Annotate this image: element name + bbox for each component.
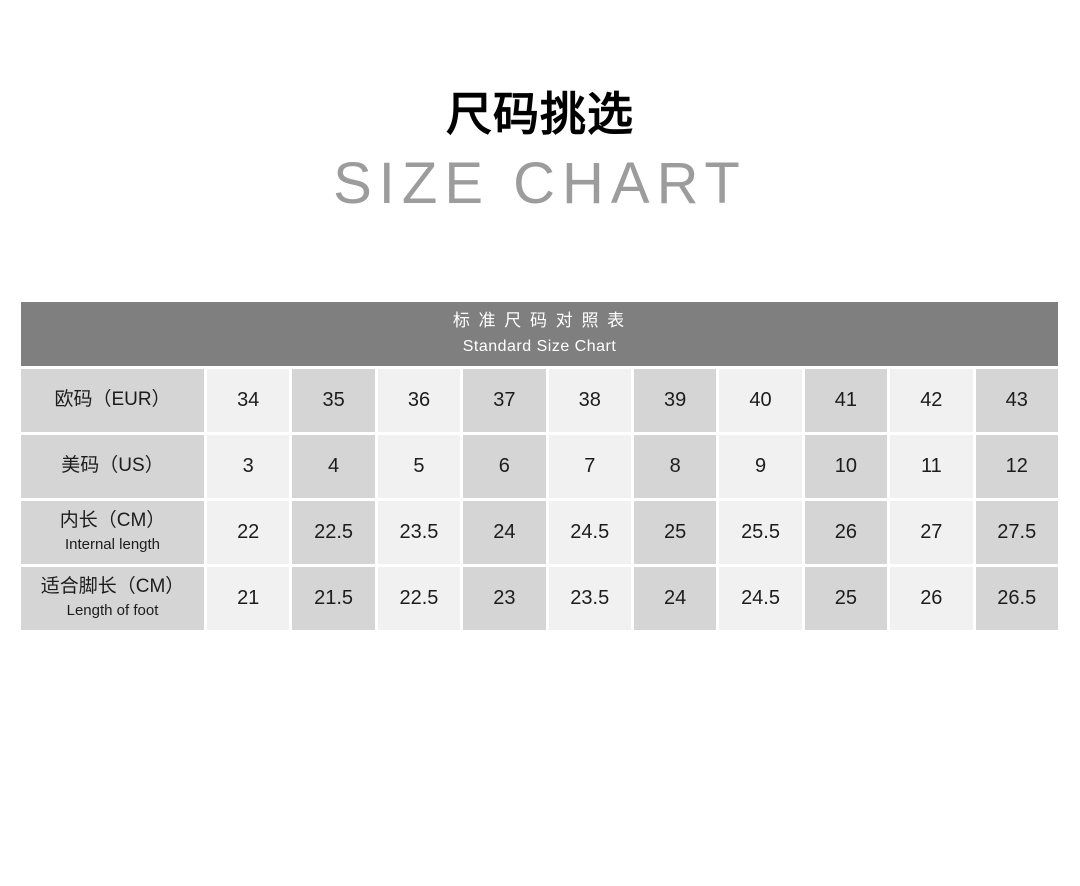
size-cell: 25.5	[719, 500, 802, 564]
size-cell: 4	[292, 434, 375, 498]
row-label-en: Length of foot	[66, 602, 159, 620]
table-row-1: 欧码（EUR） 34 35 36 37 38 39 40 41 42 43	[21, 368, 1058, 432]
size-table: 标 准 尺 码 对 照 表 Standard Size Chart 欧码（EUR…	[18, 299, 1061, 633]
size-cell: 24.5	[719, 566, 802, 630]
size-cell: 25	[633, 500, 717, 564]
size-cell: 40	[719, 368, 802, 432]
size-cell: 26	[804, 500, 888, 564]
page-title: 尺码挑选	[446, 88, 634, 140]
size-cell: 34	[207, 368, 290, 432]
size-cell: 38	[548, 368, 631, 432]
table-row-3: 内长（CM） Internal length 22 22.5 23.5 24 24.5 25 2…	[21, 500, 1058, 564]
size-cell: 22.5	[377, 566, 461, 630]
size-cell: 7	[548, 434, 631, 498]
size-cell: 26.5	[975, 566, 1058, 630]
size-chart-page: 尺码挑选 SIZE CHART 标 准 尺 码 对 照 表 Standard S…	[0, 86, 1080, 886]
size-cell: 21.5	[292, 566, 375, 630]
size-cell: 35	[292, 368, 375, 432]
size-cell: 10	[804, 434, 888, 498]
size-cell: 23.5	[377, 500, 461, 564]
size-cell: 12	[975, 434, 1058, 498]
row-label: 欧码（EUR）	[21, 368, 204, 432]
row-label-cn: 适合脚长（CM）	[40, 576, 185, 598]
size-cell: 22	[207, 500, 290, 564]
size-cell: 6	[463, 434, 546, 498]
size-cell: 27.5	[975, 500, 1058, 564]
size-cell: 41	[804, 368, 888, 432]
size-cell: 23	[463, 566, 546, 630]
row-label: 内长（CM） Internal length	[21, 500, 204, 564]
size-cell: 26	[890, 566, 973, 630]
size-cell: 3	[207, 434, 290, 498]
row-label: 适合脚长（CM） Length of foot	[21, 566, 204, 630]
size-cell: 8	[633, 434, 717, 498]
size-cell: 42	[890, 368, 973, 432]
size-cell: 22.5	[292, 500, 375, 564]
table-row-4: 适合脚长（CM） Length of foot 21 21.5 22.5 23 23.5 24…	[21, 566, 1058, 630]
size-cell: 24	[463, 500, 546, 564]
size-cell: 36	[377, 368, 461, 432]
size-cell: 21	[207, 566, 290, 630]
row-label-cn: 美码（US）	[61, 455, 164, 477]
size-cell: 11	[890, 434, 973, 498]
row-label-cn: 欧码（EUR）	[54, 389, 171, 411]
page-subtitle: SIZE CHART	[333, 150, 747, 216]
size-cell: 5	[377, 434, 461, 498]
table-header-title-cn: 标 准 尺 码 对 照 表	[452, 311, 627, 331]
table-header: 标 准 尺 码 对 照 表 Standard Size Chart	[21, 301, 1058, 366]
size-cell: 25	[804, 566, 888, 630]
row-label-en: Internal length	[64, 536, 161, 554]
size-cell: 24	[633, 566, 717, 630]
size-cell: 37	[463, 368, 546, 432]
size-cell: 39	[633, 368, 717, 432]
size-cell: 43	[975, 368, 1058, 432]
size-cell: 9	[719, 434, 802, 498]
row-label: 美码（US）	[21, 434, 204, 498]
size-cell: 23.5	[548, 566, 631, 630]
table-header-row: 标 准 尺 码 对 照 表 Standard Size Chart	[21, 301, 1058, 366]
row-label-cn: 内长（CM）	[59, 510, 166, 532]
size-cell: 24.5	[548, 500, 631, 564]
table-row-2: 美码（US） 3 4 5 6 7 8 9 10 11 12	[21, 434, 1058, 498]
size-cell: 27	[890, 500, 973, 564]
table-header-title-en: Standard Size Chart	[462, 337, 617, 355]
